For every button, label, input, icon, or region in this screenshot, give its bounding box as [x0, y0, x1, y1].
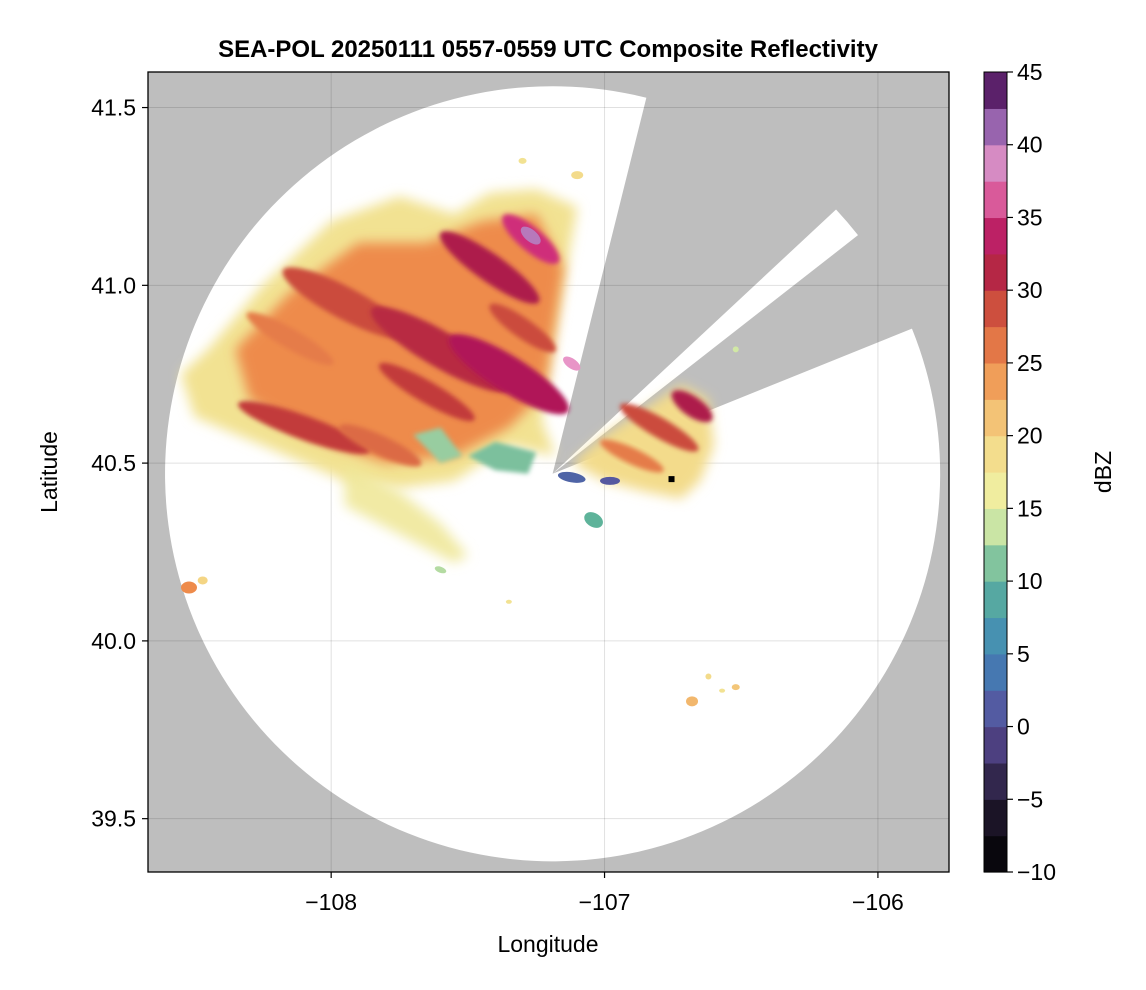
colorbar-bin: [984, 581, 1007, 619]
plot-area: [148, 72, 949, 872]
colorbar-bin: [984, 144, 1007, 182]
echo-cell: [505, 599, 512, 604]
echo-cell: [434, 566, 447, 574]
echo-edge-near-radar: [467, 441, 537, 474]
colorbar-tick-label: 30: [1017, 277, 1043, 303]
echo-cell: [732, 346, 739, 353]
colorbar-bin: [984, 544, 1007, 582]
echo-clutter: [584, 512, 603, 528]
colorbar-bin: [984, 690, 1007, 728]
colorbar-tick-label: 0: [1017, 714, 1030, 740]
echo-cell: [518, 157, 527, 164]
y-tick-label: 41.0: [91, 272, 136, 298]
echo-edge-green: [413, 427, 463, 464]
colorbar-bin: [984, 72, 1007, 109]
colorbar-tick-label: 35: [1017, 204, 1043, 230]
colorbar-bin: [984, 835, 1007, 873]
y-tick-label: 39.5: [91, 806, 136, 832]
x-tick-label: −108: [305, 889, 357, 915]
chart-title: SEA-POL 20250111 0557-0559 UTC Composite…: [218, 36, 879, 63]
colorbar-bin: [984, 290, 1007, 328]
echo-core: [339, 424, 422, 467]
echo-core-east: [599, 439, 664, 473]
echo-peak: [563, 356, 581, 371]
x-axis-label: Longitude: [497, 931, 598, 957]
colorbar-bin: [984, 726, 1007, 764]
colorbar-bin: [984, 253, 1007, 291]
echo-cell: [181, 581, 198, 594]
colorbar-bin: [984, 326, 1007, 364]
y-axis-label: Latitude: [36, 431, 62, 513]
echo-max-pixel: [668, 476, 675, 483]
echo-fringe-sw: [344, 463, 468, 563]
echo-cell: [686, 696, 699, 707]
echo-core-east: [671, 390, 713, 423]
colorbar-bin: [984, 762, 1007, 800]
echo-core: [246, 312, 334, 366]
colorbar-tick-label: 5: [1017, 641, 1030, 667]
colorbar-bin: [984, 217, 1007, 255]
plot-frame: [147, 71, 950, 873]
colorbar-bin: [984, 472, 1007, 509]
colorbar-bin: [984, 399, 1007, 437]
y-tick-label: 41.5: [91, 95, 136, 121]
echo-cell: [731, 684, 740, 691]
echo-cell: [705, 673, 712, 680]
echo-core: [378, 362, 475, 422]
echo-cell: [719, 688, 726, 693]
grid-lines: [148, 72, 949, 872]
colorbar-bin: [984, 362, 1007, 400]
echo-peak: [520, 226, 541, 245]
echo-core: [237, 401, 370, 455]
echo-core-east: [619, 403, 699, 452]
colorbar-bin: [984, 617, 1007, 655]
x-tick-label: −106: [852, 889, 904, 915]
colorbar-tick-label: 25: [1017, 350, 1043, 376]
echo-cell: [571, 171, 584, 180]
x-tick-label: −107: [579, 889, 631, 915]
x-axis-ticks: −108 −107 −106: [305, 872, 904, 915]
colorbar-tick-label: 45: [1017, 59, 1043, 85]
colorbar-bin: [984, 435, 1007, 473]
echo-base-east: [571, 384, 714, 499]
echo-core: [489, 303, 556, 353]
colorbar-tick-label: −5: [1017, 786, 1043, 812]
colorbar-tick-label: 15: [1017, 495, 1043, 521]
y-tick-label: 40.5: [91, 450, 136, 476]
echo-clutter: [600, 476, 621, 485]
echo-core: [448, 334, 569, 415]
colorbar-bin: [984, 108, 1007, 146]
reflectivity-echoes: [180, 157, 740, 707]
echo-cell: [197, 576, 208, 585]
colorbar-bin: [984, 508, 1007, 546]
colorbar-tick-label: 10: [1017, 568, 1043, 594]
y-axis-ticks: 39.5 40.0 40.5 41.0 41.5: [91, 95, 148, 832]
echo-clutter: [557, 471, 586, 483]
echo-core: [439, 231, 540, 304]
colorbar-tick-label: 40: [1017, 132, 1043, 158]
colorbar-label: dBZ: [1090, 451, 1116, 493]
colorbar-tick-label: −10: [1017, 859, 1056, 885]
y-tick-label: 40.0: [91, 628, 136, 654]
colorbar: −10 −5 0 5 10 15 20 25 30 35 40 45: [983, 59, 1056, 885]
colorbar-tick-label: 20: [1017, 423, 1043, 449]
colorbar-frame: [983, 71, 1008, 873]
colorbar-bin: [984, 799, 1007, 837]
colorbar-bin: [984, 181, 1007, 219]
colorbar-bin: [984, 653, 1007, 691]
